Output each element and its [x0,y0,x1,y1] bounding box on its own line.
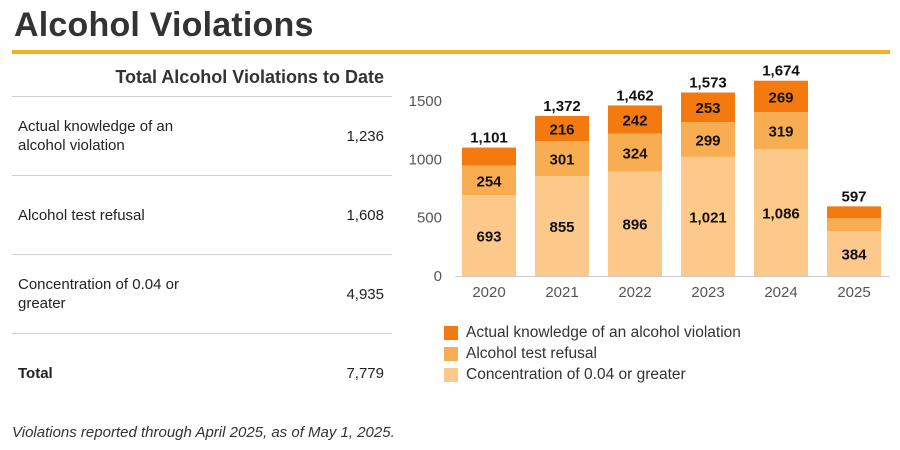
summary-panel: Total Alcohol Violations to Date Actual … [12,62,392,412]
bar-segment [535,115,589,142]
summary-table: Actual knowledge of an alcohol violation… [12,96,392,412]
table-row: Alcohol test refusal 1,608 [12,175,392,255]
data-label: 216 [549,122,574,139]
legend-label: Concentration of 0.04 or greater [466,365,686,383]
row-label: Concentration of 0.04 or greater [12,254,219,334]
data-label: 896 [622,217,647,234]
bar-segment [535,141,589,177]
y-tick-label: 500 [417,210,442,227]
bar-segment [754,112,808,150]
y-tick-label: 1500 [409,93,442,110]
table-row-total: Total 7,779 [12,334,392,413]
data-label: 299 [695,132,720,149]
table-row: Actual knowledge of an alcohol violation… [12,96,392,176]
page-title: Alcohol Violations [14,6,314,44]
bar-segment [608,171,662,276]
total-label: 1,462 [616,87,654,104]
legend-label: Actual knowledge of an alcohol violation [466,323,741,341]
total-label: 597 [841,188,866,205]
bar-segment [462,195,516,276]
total-label: 1,372 [543,98,581,115]
total-value: 7,779 [346,364,384,382]
bar-segment [827,231,881,276]
bar-segment [608,105,662,134]
legend-item: Actual knowledge of an alcohol violation [444,322,741,343]
table-row: Concentration of 0.04 or greater 4,935 [12,254,392,334]
data-label: 1,021 [689,209,727,226]
total-label: 1,573 [689,74,727,91]
bar-segment [827,218,881,232]
row-value: 1,236 [219,96,392,176]
footnote: Violations reported through April 2025, … [12,424,395,441]
chart-legend: Actual knowledge of an alcohol violation… [444,322,741,385]
bar-segment [608,133,662,172]
bar-segment [535,176,589,276]
data-label: 1,086 [762,206,800,223]
bar-segment [827,206,881,219]
total-label: 1,674 [762,63,800,80]
data-label: 253 [695,100,720,117]
data-label: 855 [549,219,574,236]
bar-segment [462,147,516,166]
x-tick-label: 2021 [545,284,578,301]
row-value: 4,935 [219,254,392,334]
data-label: 301 [549,152,574,169]
legend-label: Alcohol test refusal [466,344,597,362]
bar-segment [754,149,808,276]
x-tick-label: 2020 [472,284,505,301]
x-tick-label: 2024 [764,284,797,301]
x-tick-label: 2025 [837,284,870,301]
legend-swatch [444,325,458,340]
bar-segment [681,156,735,276]
summary-heading: Total Alcohol Violations to Date [115,67,384,87]
y-tick-label: 1000 [409,151,442,168]
legend-item: Concentration of 0.04 or greater [444,364,741,385]
data-label: 324 [622,146,648,163]
row-value: 1,608 [219,175,392,255]
bar-segment [754,80,808,113]
legend-swatch [444,367,458,382]
total-label: 1,101 [470,130,508,147]
legend-item: Alcohol test refusal [444,343,741,364]
row-label: Actual knowledge of an alcohol violation [12,96,219,176]
x-tick-label: 2022 [618,284,651,301]
data-label: 319 [768,124,793,141]
bar-segment [681,122,735,157]
data-label: 269 [768,89,793,106]
data-label: 384 [841,247,867,264]
y-tick-label: 0 [434,268,442,285]
legend-swatch [444,346,458,361]
chart-area: 0 500 1000 1500 693 254 1,101 2020 855 301 216 1,37… [400,56,900,406]
data-label: 254 [476,173,502,190]
x-tick-label: 2023 [691,284,724,301]
data-label: 693 [476,229,501,246]
total-label: Total [18,364,53,382]
stacked-bar-chart: 0 500 1000 1500 693 254 1,101 2020 855 301 216 1,37… [409,63,890,301]
data-label: 242 [622,113,647,130]
row-label: Alcohol test refusal [12,175,219,255]
bar-segment [462,165,516,196]
bar-segment [681,92,735,122]
title-divider [12,50,890,54]
